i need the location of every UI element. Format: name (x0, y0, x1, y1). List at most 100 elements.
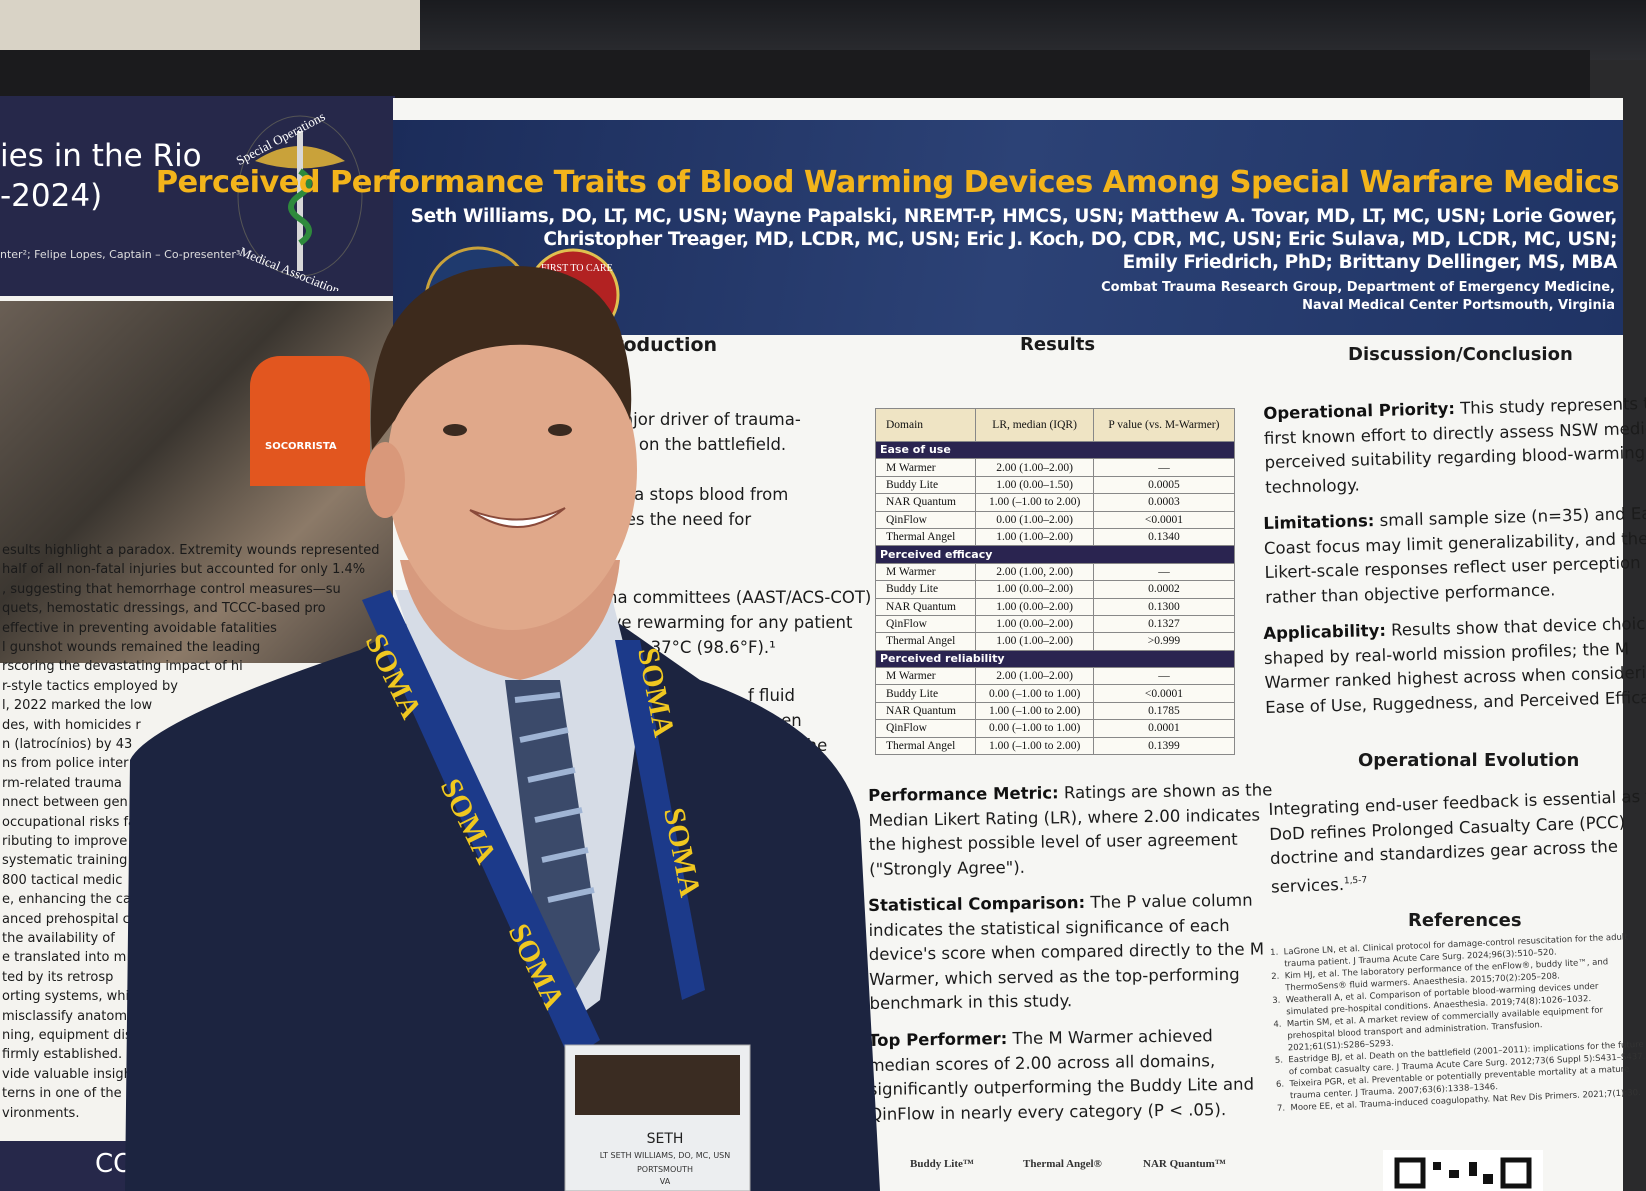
device-label: Buddy Lite™ (910, 1158, 974, 1170)
body-line: firmly established. (2, 1047, 123, 1063)
body-line: ns from police inter (2, 756, 129, 772)
eye (548, 424, 572, 436)
logo-text: FIRST TO CARE (541, 263, 613, 274)
body-line: terns in one of the (2, 1086, 122, 1102)
soma-logo: Special Operations Medical Association (233, 109, 363, 291)
results-heading: Results (1020, 334, 1096, 355)
table-row: Buddy Lite 1.00 (0.00–1.50) 0.0005 (874, 475, 1236, 495)
group-row: Perceived reliability (875, 649, 1235, 669)
table-cell: 1.00 (–1.00 to 2.00) (975, 736, 1094, 756)
table-row: M Warmer 2.00 (1.00, 2.00) — (874, 562, 1236, 582)
body-line: the availability of (2, 931, 115, 946)
body-line: l gunshot wounds remained the leading (2, 640, 261, 655)
smile (469, 507, 566, 528)
body-line: r-style tactics employed by (2, 678, 178, 694)
table-cell: 0.00 (1.00–2.00) (975, 510, 1094, 529)
left-byline: nter²; Felipe Lopes, Captain – Co-presen… (0, 248, 241, 261)
author-line: Emily Friedrich, PhD; Brittany Dellinger… (1122, 252, 1618, 273)
table-row: NAR Quantum 1.00 (0.00–2.00) 0.1300 (874, 597, 1236, 616)
body-line: n (latrocínios) by 43 (2, 737, 133, 752)
table-header: Domain LR, median (IQR) P value (vs. M-War… (874, 408, 1236, 442)
affiliation-line: Combat Trauma Research Group, Department… (1101, 280, 1615, 295)
left-poster: ies in the Rio -2024) nter²; Felipe Lope… (0, 96, 395, 1191)
intro-line: ive rewarming for any patient (607, 613, 853, 632)
lanyard-right (615, 640, 705, 1000)
ear (365, 442, 405, 518)
eye (443, 424, 467, 436)
body-line: nnect between gen (2, 795, 128, 811)
body-line: quets, hemostatic dressings, and TCCC-ba… (2, 601, 326, 617)
qr-code (1383, 1150, 1543, 1191)
poster-frame (0, 50, 1590, 102)
discussion-heading: Discussion/Conclusion (1348, 344, 1573, 365)
table-row: NAR Quantum 1.00 (–1.00 to 2.00) 0.1785 (874, 701, 1236, 721)
body-line: vironments. (2, 1105, 80, 1121)
table-cell: 2.00 (1.00–2.00) (975, 667, 1094, 686)
left-poster-header: ies in the Rio -2024) nter²; Felipe Lope… (0, 96, 395, 296)
table-cell: 1.00 (0.00–2.00) (975, 580, 1094, 599)
author-line: Christopher Treager, MD, LCDR, MC, USN; … (543, 229, 1617, 250)
affiliation-line: Naval Medical Center Portsmouth, Virgini… (1302, 298, 1615, 313)
table-cell: 1.00 (0.00–2.00) (975, 597, 1094, 616)
table-cell: 0.0005 (1092, 475, 1236, 495)
body-line: half of all non-fatal injuries but accou… (2, 562, 366, 578)
header-cell: LR, median (IQR) (975, 408, 1094, 442)
tie (505, 680, 600, 990)
face (387, 310, 637, 630)
table-cell: <0.0001 (1092, 684, 1236, 703)
table-row: M Warmer 2.00 (1.00–2.00) — (874, 458, 1236, 477)
device-label: Thermal Angel® (1023, 1158, 1102, 1170)
table-cell: QinFlow (874, 510, 977, 529)
left-title: ies in the Rio (0, 138, 202, 174)
badge-name: SETH (647, 1131, 684, 1147)
badge-photo (575, 1055, 740, 1115)
table-cell: Buddy Lite (874, 580, 977, 599)
body-line: des, with homicides r (2, 717, 141, 733)
table-cell: M Warmer (874, 562, 977, 582)
group-name: Perceived reliability (875, 649, 1235, 669)
body-line: ributing to improve (2, 834, 128, 849)
badge-line: PORTSMOUTH (637, 1165, 693, 1174)
intro-line: f fluid (748, 686, 795, 705)
table-cell: Buddy Lite (874, 475, 977, 495)
body-line: ted by its retrosp (2, 969, 114, 985)
results-table: Domain LR, median (IQR) P value (vs. M-War… (874, 408, 1236, 756)
body-line: anced prehospital c (2, 911, 130, 927)
badge-line: LT SETH WILLIAMS, DO, MC, USN (600, 1151, 730, 1160)
body-line: misclassify anatomi (2, 1008, 131, 1024)
header-cell: P value (vs. M-Warmer) (1092, 408, 1236, 442)
author-line: Seth Williams, DO, LT, MC, USN; Wayne Pa… (410, 206, 1618, 227)
lanyard-left (362, 590, 600, 1060)
intro-heading: troduction (605, 334, 718, 356)
table-row: Buddy Lite 1.00 (0.00–2.00) 0.0002 (874, 580, 1236, 599)
table-cell: M Warmer (874, 458, 977, 477)
table-cell: Buddy Lite (874, 684, 977, 703)
references-heading: References (1408, 910, 1522, 931)
table-cell: 2.00 (1.00–2.00) (975, 458, 1094, 477)
table-cell: 0.1340 (1092, 527, 1236, 547)
table-cell: 1.00 (1.00–2.00) (975, 527, 1094, 547)
body-line: , suggesting that hemorrhage control mea… (2, 581, 341, 597)
table-row: QinFlow 1.00 (0.00–2.00) 0.1327 (874, 614, 1236, 634)
intro-line: ases the need for (607, 510, 752, 529)
table-cell: 0.0002 (1092, 580, 1236, 599)
table-cell: 1.00 (–1.00 to 2.00) (975, 493, 1094, 512)
table-cell: Thermal Angel (874, 736, 977, 756)
table-cell: QinFlow (874, 614, 977, 634)
table-cell: QinFlow (874, 719, 977, 738)
table-cell: 0.1327 (1092, 614, 1236, 634)
table-row: NAR Quantum 1.00 (–1.00 to 2.00) 0.0003 (874, 493, 1236, 512)
body-line: orting systems, whi (2, 989, 130, 1005)
table-cell: 1.00 (0.00–2.00) (975, 614, 1094, 634)
evolution-heading: Operational Evolution (1358, 750, 1580, 771)
device-label: NAR Quantum™ (1143, 1158, 1226, 1170)
body-line: e, enhancing the ca (2, 892, 131, 908)
left-title: -2024) (0, 178, 103, 214)
table-cell: NAR Quantum (874, 493, 977, 512)
table-cell: NAR Quantum (874, 597, 977, 616)
body-line: systematic training (2, 853, 128, 869)
table-row: Thermal Angel 1.00 (–1.00 to 2.00) 0.1399 (874, 736, 1236, 756)
body-line: rscoring the devastating impact of hi (2, 659, 243, 675)
